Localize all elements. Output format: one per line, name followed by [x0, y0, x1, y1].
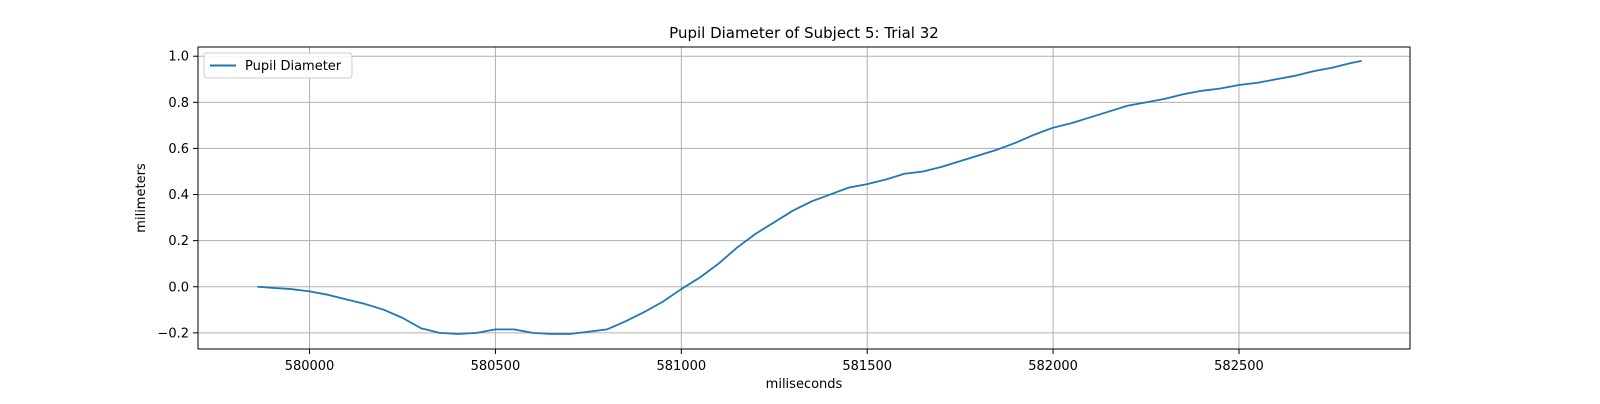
chart-title: Pupil Diameter of Subject 5: Trial 32 — [669, 24, 939, 42]
legend: Pupil Diameter — [203, 52, 353, 79]
tick-layer: 580000 580500 581000 581500 582000 582500 −0.2… — [157, 50, 1263, 374]
y-tick-label: 0.8 — [168, 96, 189, 111]
x-tick-label: 582000 — [1028, 359, 1078, 374]
series-line — [257, 59, 1362, 335]
legend-box — [203, 52, 353, 79]
x-tick-label: 581500 — [842, 359, 892, 374]
y-tick-label: 0.6 — [168, 142, 189, 157]
y-tick-label: 0.4 — [168, 188, 189, 203]
y-tick-label: 0.0 — [168, 280, 189, 295]
x-tick-label: 580000 — [285, 359, 335, 374]
x-tick-label: 580500 — [471, 359, 521, 374]
y-tick-label: 0.2 — [168, 234, 189, 249]
x-tick-label: 582500 — [1214, 359, 1264, 374]
y-axis-label: milimeters — [134, 163, 149, 233]
grid-layer — [198, 47, 1410, 349]
x-axis-label: miliseconds — [766, 377, 843, 392]
plot-area-frame — [197, 46, 1411, 350]
series-layer — [257, 59, 1362, 335]
y-tick-label: 1.0 — [168, 50, 189, 65]
y-tick-label: −0.2 — [157, 326, 189, 341]
x-tick-label: 581000 — [656, 359, 706, 374]
legend-entry-label: Pupil Diameter — [245, 59, 342, 74]
